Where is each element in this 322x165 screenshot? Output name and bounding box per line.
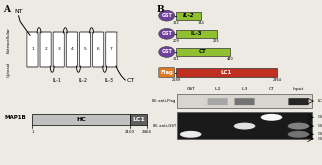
Text: B: B [156, 5, 164, 14]
Text: IL2: IL2 [214, 87, 221, 91]
Text: IL-2: IL-2 [183, 13, 195, 18]
Bar [33, 114, 130, 125]
Bar [177, 94, 312, 108]
Text: Cytosol: Cytosol [6, 62, 11, 77]
FancyBboxPatch shape [176, 48, 230, 56]
Text: LC1: LC1 [132, 117, 145, 122]
Text: 2100: 2100 [125, 130, 135, 134]
Text: IB: anti-GST: IB: anti-GST [153, 124, 176, 128]
Text: 1: 1 [31, 48, 34, 51]
Text: LC1: LC1 [318, 99, 322, 103]
Text: 2: 2 [44, 48, 47, 51]
Text: 209: 209 [173, 39, 180, 43]
Text: GST-IL2: GST-IL2 [318, 132, 322, 136]
Text: Flag: Flag [160, 70, 173, 75]
Ellipse shape [234, 123, 255, 130]
Text: 2464: 2464 [272, 78, 281, 82]
Text: IL-3: IL-3 [191, 31, 202, 36]
FancyBboxPatch shape [208, 98, 228, 105]
FancyBboxPatch shape [40, 32, 51, 67]
Text: GST: GST [161, 13, 172, 18]
Text: IL-2: IL-2 [79, 78, 88, 82]
FancyBboxPatch shape [27, 32, 38, 67]
Text: NT: NT [14, 9, 23, 14]
Text: MAP1B: MAP1B [5, 115, 26, 120]
Text: GST: GST [186, 87, 195, 91]
Text: CT: CT [199, 50, 207, 54]
Text: 122: 122 [173, 21, 180, 25]
FancyBboxPatch shape [289, 98, 308, 105]
Text: HC: HC [76, 117, 86, 122]
FancyBboxPatch shape [176, 12, 202, 20]
Text: CT: CT [127, 78, 135, 83]
Bar [177, 112, 312, 139]
FancyBboxPatch shape [53, 32, 64, 67]
Ellipse shape [288, 123, 309, 130]
Text: IL3: IL3 [242, 87, 248, 91]
Text: 6: 6 [97, 48, 99, 51]
Text: A: A [3, 5, 10, 14]
Text: GST-CT: GST-CT [318, 115, 322, 119]
Bar [130, 114, 147, 125]
Text: IL-3: IL-3 [105, 78, 114, 82]
Ellipse shape [159, 47, 175, 57]
FancyBboxPatch shape [80, 32, 90, 67]
Text: CT: CT [269, 87, 274, 91]
Text: 2189: 2189 [172, 78, 181, 82]
Text: 1: 1 [31, 130, 34, 134]
Ellipse shape [159, 10, 175, 21]
Text: 2464: 2464 [142, 130, 152, 134]
FancyBboxPatch shape [159, 68, 175, 78]
Text: 144: 144 [198, 21, 205, 25]
FancyBboxPatch shape [66, 32, 77, 67]
Text: IB: anti-Flag: IB: anti-Flag [152, 99, 176, 103]
Text: 440: 440 [227, 57, 233, 61]
FancyBboxPatch shape [93, 32, 104, 67]
Text: IL-1: IL-1 [52, 78, 61, 82]
Ellipse shape [288, 131, 309, 138]
Text: GST-IL3: GST-IL3 [318, 124, 322, 128]
Text: 265: 265 [213, 39, 220, 43]
Text: Extracellular: Extracellular [6, 27, 11, 53]
Ellipse shape [159, 28, 175, 39]
Text: 4: 4 [71, 48, 73, 51]
FancyBboxPatch shape [106, 32, 117, 67]
Text: GST: GST [161, 50, 172, 54]
Text: 3: 3 [57, 48, 60, 51]
FancyBboxPatch shape [234, 98, 255, 105]
Text: 7: 7 [110, 48, 113, 51]
Ellipse shape [261, 114, 282, 121]
Text: GST: GST [318, 137, 322, 141]
Text: 321: 321 [173, 57, 180, 61]
Text: Input: Input [293, 87, 304, 91]
FancyBboxPatch shape [176, 30, 216, 38]
FancyBboxPatch shape [176, 68, 277, 77]
Ellipse shape [180, 131, 202, 138]
Text: 5: 5 [84, 48, 86, 51]
Text: GST: GST [161, 31, 172, 36]
Text: LC1: LC1 [221, 70, 232, 75]
